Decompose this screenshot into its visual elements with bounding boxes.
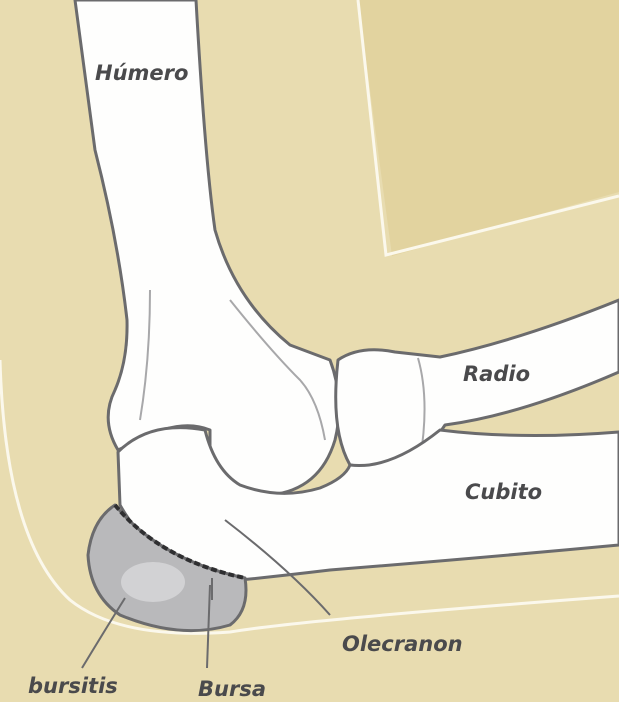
label-bursitis: bursitis xyxy=(28,674,118,698)
label-ulna: Cubito xyxy=(465,480,543,504)
humerus-condyle-line xyxy=(229,299,326,441)
label-olecranon: Olecranon xyxy=(342,632,463,656)
label-humerus: Húmero xyxy=(95,61,189,85)
bursa-pointer-line xyxy=(206,584,211,669)
radius-bone xyxy=(334,298,619,470)
inner-skin-contour xyxy=(356,0,619,257)
forearm-inner-region xyxy=(358,0,619,256)
label-radius: Radio xyxy=(463,362,530,386)
outer-skin-contour xyxy=(0,359,619,635)
label-bursa: Bursa xyxy=(198,677,266,701)
ulna-bone xyxy=(116,426,619,582)
olecranon-pointer-line xyxy=(224,519,331,616)
humerus-inner-line xyxy=(139,289,151,421)
bursa-highlight xyxy=(121,562,185,602)
bursitis-pointer-line xyxy=(81,597,126,669)
